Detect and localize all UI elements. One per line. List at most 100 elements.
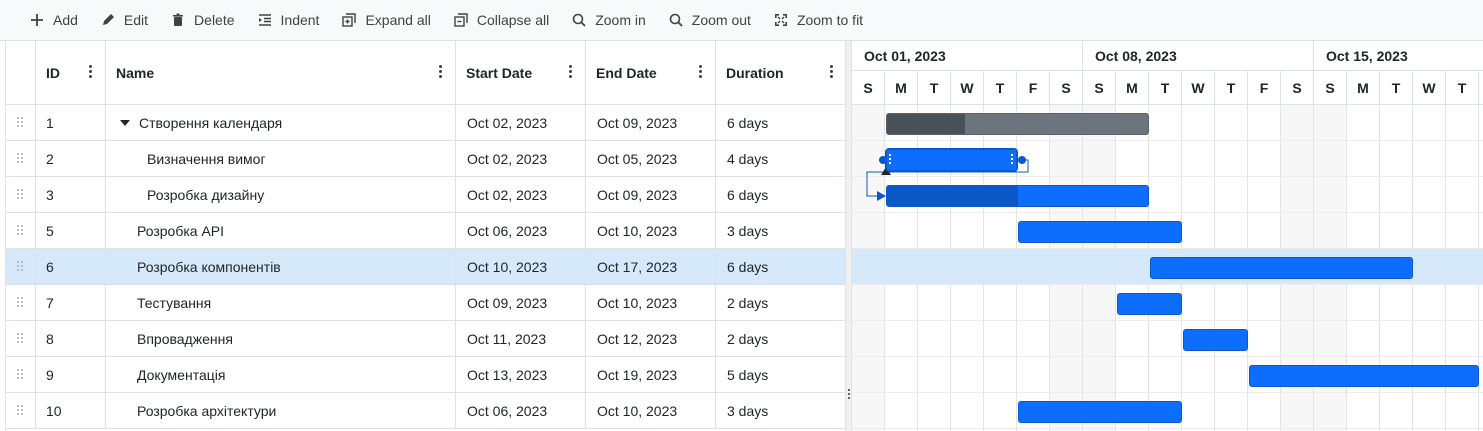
table-row[interactable]: 5 Розробка API Oct 06, 2023 Oct 10, 2023 3 d… xyxy=(6,213,846,249)
task-bar[interactable] xyxy=(885,148,1018,172)
delete-button[interactable]: Delete xyxy=(159,5,245,35)
table-row[interactable]: 3 Розробка дизайну Oct 02, 2023 Oct 09, 202… xyxy=(6,177,846,213)
duration-cell[interactable]: 2 days xyxy=(727,331,769,347)
drag-handle-icon[interactable] xyxy=(17,117,25,129)
start-date-cell[interactable]: Oct 02, 2023 xyxy=(456,141,586,177)
name-cell[interactable]: Розробка API xyxy=(106,213,456,249)
end-date-cell[interactable]: Oct 05, 2023 xyxy=(586,141,716,177)
summary-task-bar[interactable] xyxy=(886,113,1149,135)
name-cell[interactable]: Визначення вимог xyxy=(106,141,456,177)
drag-handle-cell[interactable] xyxy=(6,393,36,429)
zoom-out-button[interactable]: Zoom out xyxy=(657,5,762,35)
column-menu-icon[interactable] xyxy=(569,65,573,79)
timeline-row[interactable] xyxy=(852,141,1483,177)
table-row[interactable]: 6 Розробка компонентів Oct 10, 2023 Oct 17,… xyxy=(6,249,846,285)
id-cell[interactable]: 8 xyxy=(36,321,106,357)
timeline-row[interactable] xyxy=(852,321,1483,357)
name-cell[interactable]: Впровадження xyxy=(106,321,456,357)
column-header-duration[interactable]: Duration xyxy=(716,41,846,105)
expand-all-button[interactable]: Expand all xyxy=(330,5,441,35)
task-bar[interactable] xyxy=(1150,257,1413,279)
drag-handle-cell[interactable] xyxy=(6,177,36,213)
caret-down-icon[interactable] xyxy=(120,120,130,126)
column-menu-icon[interactable] xyxy=(89,65,93,79)
end-date-cell[interactable]: Oct 10, 2023 xyxy=(586,213,716,249)
column-header-name[interactable]: Name xyxy=(106,41,456,105)
column-menu-icon[interactable] xyxy=(439,65,443,79)
name-cell[interactable]: Документація xyxy=(106,357,456,393)
task-bar[interactable] xyxy=(1018,401,1182,423)
start-date-cell[interactable]: Oct 06, 2023 xyxy=(456,213,586,249)
id-cell[interactable]: 1 xyxy=(36,105,106,141)
drag-handle-cell[interactable] xyxy=(6,213,36,249)
table-row[interactable]: 10 Розробка архітектури Oct 06, 2023 Oct 10… xyxy=(6,393,846,429)
grid-timeline-splitter[interactable] xyxy=(845,41,852,431)
name-cell[interactable]: Тестування xyxy=(106,285,456,321)
dependency-handle-end[interactable] xyxy=(1018,156,1026,164)
timeline-row[interactable] xyxy=(852,285,1483,321)
end-date-cell[interactable]: Oct 10, 2023 xyxy=(586,285,716,321)
drag-handle-icon[interactable] xyxy=(17,189,25,201)
column-header-start-date[interactable]: Start Date xyxy=(456,41,586,105)
start-date-cell[interactable]: Oct 13, 2023 xyxy=(456,357,586,393)
timeline-row[interactable] xyxy=(852,357,1483,393)
table-row[interactable]: 8 Впровадження Oct 11, 2023 Oct 12, 2023 2 d… xyxy=(6,321,846,357)
id-cell[interactable]: 5 xyxy=(36,213,106,249)
task-bar[interactable] xyxy=(886,185,1149,207)
duration-cell[interactable]: 3 days xyxy=(727,403,769,419)
duration-cell[interactable]: 4 days xyxy=(727,151,769,167)
add-button[interactable]: Add xyxy=(20,5,89,35)
drag-handle-icon[interactable] xyxy=(17,225,25,237)
task-bar[interactable] xyxy=(1183,329,1248,351)
id-cell[interactable]: 2 xyxy=(36,141,106,177)
task-bar[interactable] xyxy=(1249,365,1479,387)
drag-handle-cell[interactable] xyxy=(6,249,36,285)
drag-handle-cell[interactable] xyxy=(6,141,36,177)
resize-handle-icon[interactable] xyxy=(889,154,892,166)
drag-handle-cell[interactable] xyxy=(6,357,36,393)
start-date-cell[interactable]: Oct 02, 2023 xyxy=(456,105,586,141)
id-cell[interactable]: 10 xyxy=(36,393,106,429)
name-cell[interactable]: Розробка компонентів xyxy=(106,249,456,285)
duration-cell[interactable]: 3 days xyxy=(727,223,769,239)
timeline-row[interactable] xyxy=(852,105,1483,141)
column-menu-icon[interactable] xyxy=(699,65,703,79)
end-date-cell[interactable]: Oct 10, 2023 xyxy=(586,393,716,429)
table-row[interactable]: 9 Документація Oct 13, 2023 Oct 19, 2023 5 d… xyxy=(6,357,846,393)
drag-handle-icon[interactable] xyxy=(17,153,25,165)
id-cell[interactable]: 3 xyxy=(36,177,106,213)
start-date-cell[interactable]: Oct 11, 2023 xyxy=(456,321,586,357)
id-cell[interactable]: 6 xyxy=(36,249,106,285)
task-bar[interactable] xyxy=(1117,293,1182,315)
column-header-end-date[interactable]: End Date xyxy=(586,41,716,105)
dependency-handle-start[interactable] xyxy=(879,156,887,164)
column-menu-icon[interactable] xyxy=(830,65,834,79)
task-bar[interactable] xyxy=(1018,221,1182,243)
name-cell[interactable]: Розробка архітектури xyxy=(106,393,456,429)
drag-handle-icon[interactable] xyxy=(17,333,25,345)
zoom-in-button[interactable]: Zoom in xyxy=(560,5,657,35)
timeline-row[interactable] xyxy=(852,177,1483,213)
table-row[interactable]: 1 Створення календаря Oct 02, 2023 Oct 09, … xyxy=(6,105,846,141)
duration-cell[interactable]: 6 days xyxy=(727,115,769,131)
drag-handle-cell[interactable] xyxy=(6,285,36,321)
id-cell[interactable]: 7 xyxy=(36,285,106,321)
duration-cell[interactable]: 6 days xyxy=(727,259,769,275)
drag-handle-cell[interactable] xyxy=(6,105,36,141)
splitter-handle-icon[interactable] xyxy=(848,389,851,403)
timeline-row[interactable] xyxy=(852,213,1483,249)
column-header-id[interactable]: ID xyxy=(36,41,106,105)
end-date-cell[interactable]: Oct 09, 2023 xyxy=(586,105,716,141)
start-date-cell[interactable]: Oct 06, 2023 xyxy=(456,393,586,429)
drag-handle-cell[interactable] xyxy=(6,321,36,357)
edit-button[interactable]: Edit xyxy=(89,5,159,35)
start-date-cell[interactable]: Oct 09, 2023 xyxy=(456,285,586,321)
end-date-cell[interactable]: Oct 19, 2023 xyxy=(586,357,716,393)
end-date-cell[interactable]: Oct 09, 2023 xyxy=(586,177,716,213)
id-cell[interactable]: 9 xyxy=(36,357,106,393)
duration-cell[interactable]: 2 days xyxy=(727,295,769,311)
start-date-cell[interactable]: Oct 10, 2023 xyxy=(456,249,586,285)
end-date-cell[interactable]: Oct 12, 2023 xyxy=(586,321,716,357)
duration-cell[interactable]: 5 days xyxy=(727,367,769,383)
name-cell[interactable]: Розробка дизайну xyxy=(106,177,456,213)
